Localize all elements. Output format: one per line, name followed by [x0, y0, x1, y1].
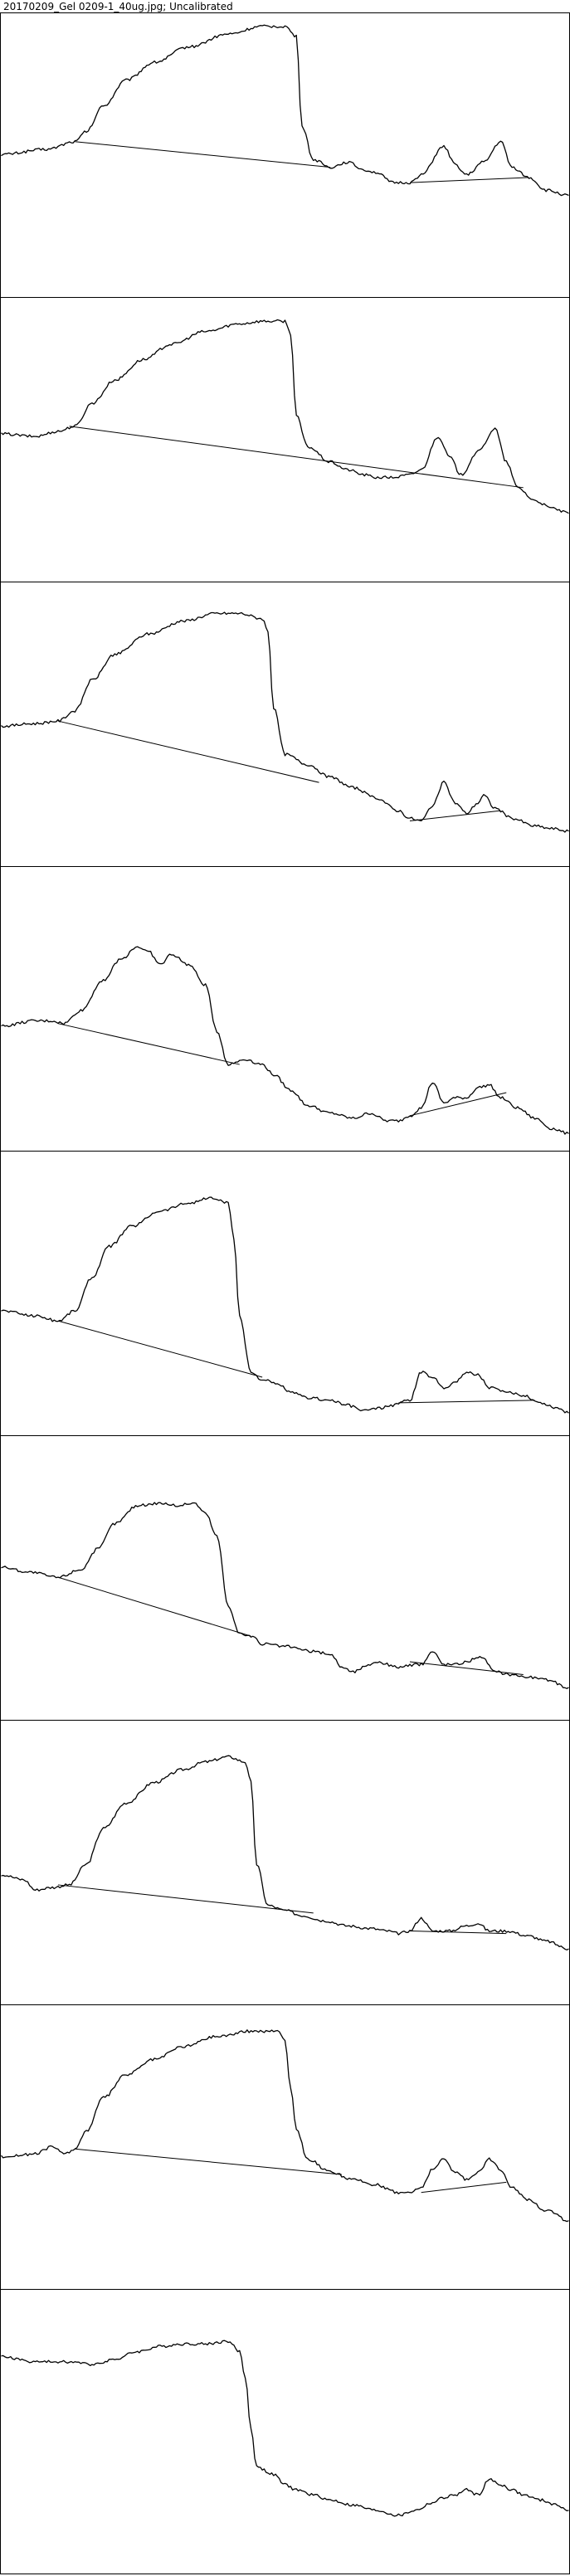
lane-9 [0, 2289, 570, 2574]
lane-6 [0, 1435, 570, 1721]
peak-baseline[interactable] [409, 177, 529, 183]
lane-profile-trace [1, 1196, 569, 1414]
lane-frame [0, 2004, 570, 2290]
peak-baseline[interactable] [69, 426, 524, 489]
lane-profile-trace [1, 1502, 569, 1689]
peak-baseline[interactable] [57, 1884, 314, 1914]
peak-baseline[interactable] [57, 720, 319, 783]
lane-profile-trace [1, 2340, 569, 2517]
peak-baseline[interactable] [409, 1661, 524, 1675]
lane-frame [0, 866, 570, 1152]
lane-7 [0, 1720, 570, 2005]
peak-baseline[interactable] [57, 1576, 251, 1637]
peak-baseline[interactable] [409, 1092, 507, 1117]
peak-baseline[interactable] [75, 141, 331, 168]
lane-frame [0, 1151, 570, 1436]
lane-profile-trace [1, 319, 569, 514]
lane-2 [0, 297, 570, 582]
lane-profile-trace [1, 1755, 569, 1950]
lane-frame [0, 582, 570, 867]
lane-8 [0, 2004, 570, 2290]
lane-4 [0, 866, 570, 1152]
lane-frame [0, 12, 570, 298]
lane-profile-trace [1, 2029, 569, 2223]
lane-profile-trace [1, 946, 569, 1135]
peak-baseline[interactable] [75, 2148, 342, 2175]
lane-profile-trace [1, 24, 569, 197]
lane-5 [0, 1151, 570, 1436]
peak-baseline[interactable] [409, 810, 501, 821]
lane-frame [0, 297, 570, 582]
peak-baseline[interactable] [398, 1400, 535, 1404]
lane-profile-trace [1, 611, 569, 833]
peak-baseline[interactable] [409, 1931, 507, 1935]
peak-baseline[interactable] [57, 1320, 263, 1378]
lane-frame [0, 1720, 570, 2005]
lane-3 [0, 582, 570, 867]
lane-frame [0, 1435, 570, 1721]
peak-baseline[interactable] [57, 1023, 240, 1065]
peak-baseline[interactable] [421, 2181, 507, 2194]
lane-frame [0, 2289, 570, 2574]
window-title: 20170209_Gel 0209-1_40ug.jpg; Uncalibrat… [3, 1, 233, 12]
lane-1 [0, 12, 570, 298]
